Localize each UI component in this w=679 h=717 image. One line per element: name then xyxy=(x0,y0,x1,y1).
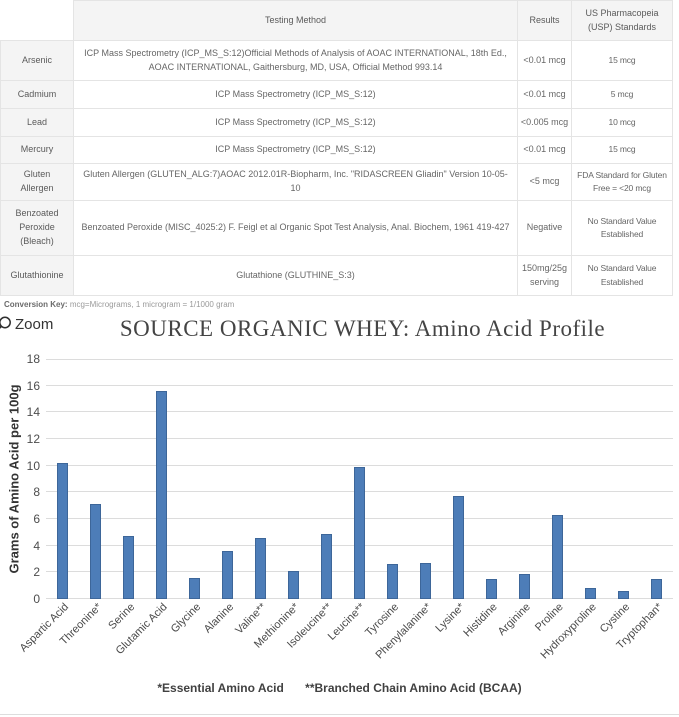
standard-cell: 10 mcg xyxy=(571,108,673,137)
bar-lysine xyxy=(453,496,464,599)
standard-cell: 15 mcg xyxy=(571,40,673,81)
method-cell: ICP Mass Spectrometry (ICP_MS_S:12) xyxy=(73,108,518,137)
plot-area: 0 2 4 6 8 10 12 14 16 18 xyxy=(27,352,673,606)
result-cell: 150mg/25g serving xyxy=(517,255,572,296)
conversion-key-text: mcg=Micrograms, 1 microgram = 1/1000 gra… xyxy=(69,300,235,309)
bar-glycine xyxy=(189,577,200,599)
bar-cystine xyxy=(618,591,629,599)
y-tick-label: 8 xyxy=(33,485,40,500)
y-tick-label: 2 xyxy=(33,565,40,580)
magnifier-icon xyxy=(0,315,15,333)
bar-valine xyxy=(255,537,266,599)
amino-acid-profile-chart: Zoom SOURCE ORGANIC WHEY: Amino Acid Pro… xyxy=(0,313,679,695)
zoom-control[interactable]: Zoom xyxy=(0,315,53,333)
y-tick-label: 12 xyxy=(26,432,40,446)
method-cell: Benzoated Peroxide (MISC_4025:2) F. Feig… xyxy=(73,200,518,256)
result-cell: <0.01 mcg xyxy=(517,40,572,81)
x-axis-label: Arginine xyxy=(495,601,533,639)
bar-tyrosine xyxy=(387,564,398,599)
table-row: Lead ICP Mass Spectrometry (ICP_MS_S:12) <… xyxy=(0,108,673,137)
standard-cell: No Standard Value Established xyxy=(571,255,673,296)
bar-threonine xyxy=(90,504,101,599)
table-row: Benzoated Peroxide (Bleach) Benzoated Per… xyxy=(0,200,673,256)
x-axis-label: Serine xyxy=(106,601,137,632)
x-axis-labels: Aspartic Acid Threonine* Serine Glutamic Ac… xyxy=(18,599,673,679)
bar-glutamic-acid xyxy=(156,391,167,599)
x-axis-label: Histidine xyxy=(461,601,500,640)
conversion-key: Conversion Key: mcg=Micrograms, 1 microg… xyxy=(4,300,679,309)
column-header: Testing Method xyxy=(73,0,518,41)
y-tick-label: 18 xyxy=(26,352,40,366)
standard-cell: FDA Standard for Gluten Free = <20 mcg xyxy=(571,163,673,201)
gridline xyxy=(46,438,673,439)
method-cell: ICP Mass Spectrometry (ICP_MS_S:12)Offic… xyxy=(73,40,518,81)
column-header: US Pharmacopeia (USP) Standards xyxy=(571,0,673,41)
standard-cell: 5 mcg xyxy=(571,80,673,109)
substance-label: Lead xyxy=(0,108,74,137)
bar-serine xyxy=(123,536,134,599)
substance-label: Benzoated Peroxide (Bleach) xyxy=(0,200,74,256)
table-row: Mercury ICP Mass Spectrometry (ICP_MS_S:1… xyxy=(0,136,673,164)
y-tick-label: 6 xyxy=(33,512,40,526)
bar-methionine xyxy=(288,571,299,599)
bar-proline xyxy=(552,515,563,599)
y-tick-label: 4 xyxy=(33,538,40,553)
substance-label: Glutathionine xyxy=(0,255,74,296)
result-cell: <0.005 mcg xyxy=(517,108,572,137)
table-row: Glutathionine Glutathione (GLUTHINE_S:3) 1… xyxy=(0,255,673,296)
corner-cell xyxy=(0,0,74,41)
conversion-key-label: Conversion Key: xyxy=(4,300,68,309)
substance-label: Mercury xyxy=(0,136,74,164)
x-axis-label: Glycine xyxy=(168,601,203,636)
standard-cell: No Standard Value Established xyxy=(571,200,673,256)
bar-tryptophan xyxy=(651,579,662,599)
bar-aspartic-acid xyxy=(57,463,68,599)
table-row: Cadmium ICP Mass Spectrometry (ICP_MS_S:1… xyxy=(0,80,673,109)
substance-label: Gluten Allergen xyxy=(0,163,74,201)
bar-leucine xyxy=(354,467,365,599)
substance-label: Arsenic xyxy=(0,40,74,81)
x-axis-label: Alanine xyxy=(201,601,236,636)
result-cell: <5 mcg xyxy=(517,163,572,201)
method-cell: Gluten Allergen (GLUTEN_ALG:7)AOAC 2012.… xyxy=(73,163,518,201)
bar-phenylalanine xyxy=(420,563,431,599)
bar-histidine xyxy=(486,579,497,599)
bar-isoleucine xyxy=(321,533,332,599)
method-cell: ICP Mass Spectrometry (ICP_MS_S:12) xyxy=(73,80,518,109)
testing-results-table: Testing Method Results US Pharmacopeia (US… xyxy=(0,0,673,296)
chart-footnote: *Essential Amino Acid **Branched Chain A… xyxy=(0,681,679,695)
y-tick-label: 0 xyxy=(33,592,40,606)
gridline xyxy=(46,411,673,413)
column-header: Results xyxy=(517,0,572,41)
result-cell: Negative xyxy=(517,200,572,256)
y-tick-label: 14 xyxy=(26,405,40,420)
bottom-divider xyxy=(0,714,679,715)
substance-label: Cadmium xyxy=(0,80,74,109)
chart-title: SOURCE ORGANIC WHEY: Amino Acid Profile xyxy=(119,316,606,341)
table-header-row: Testing Method Results US Pharmacopeia (US… xyxy=(0,0,673,41)
gridline xyxy=(46,464,673,466)
gridline xyxy=(46,359,673,360)
footnote-bcaa: **Branched Chain Amino Acid (BCAA) xyxy=(305,681,522,695)
result-cell: <0.01 mcg xyxy=(517,80,572,109)
gridline xyxy=(46,384,673,386)
method-cell: ICP Mass Spectrometry (ICP_MS_S:12) xyxy=(73,136,518,164)
footnote-essential: *Essential Amino Acid xyxy=(157,681,284,695)
table-row: Arsenic ICP Mass Spectrometry (ICP_MS_S:1… xyxy=(0,40,673,81)
x-axis-label: Aspartic Acid xyxy=(17,601,71,655)
y-tick-label: 10 xyxy=(26,458,40,473)
result-cell: <0.01 mcg xyxy=(517,136,572,164)
method-cell: Glutathione (GLUTHINE_S:3) xyxy=(73,255,518,296)
standard-cell: 15 mcg xyxy=(571,136,673,164)
y-tick-label: 16 xyxy=(26,378,40,393)
bar-alanine xyxy=(222,551,233,599)
zoom-label: Zoom xyxy=(15,315,54,333)
bar-hydroxyproline xyxy=(585,588,596,599)
table-row: Gluten Allergen Gluten Allergen (GLUTEN_A… xyxy=(0,163,673,201)
bar-arginine xyxy=(519,573,530,599)
